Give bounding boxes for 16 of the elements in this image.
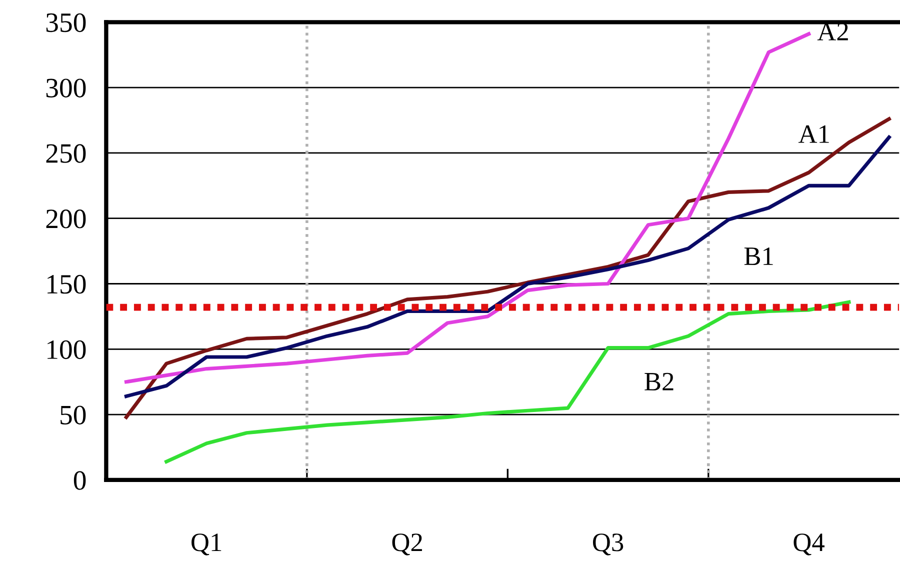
x-tick-label: Q1	[192, 534, 222, 556]
x-tick-label: Q4	[794, 534, 824, 556]
x-tick-label: Q2	[392, 534, 422, 556]
series-label: A1	[798, 125, 829, 143]
y-tick-label: 0	[74, 471, 86, 490]
y-tick-label: 100	[48, 340, 86, 360]
y-tick-label: 150	[48, 274, 86, 294]
y-tick-label: 350	[46, 13, 86, 32]
series-label: B1	[744, 247, 773, 265]
series-label: B2	[644, 372, 674, 390]
y-tick-label: 50	[60, 406, 86, 424]
line-series	[164, 300, 851, 464]
y-tick-label: 200	[46, 210, 86, 228]
y-tick-label: 300	[46, 78, 86, 98]
x-tick-label: Q3	[592, 534, 624, 556]
y-tick-label: 250	[46, 144, 86, 163]
